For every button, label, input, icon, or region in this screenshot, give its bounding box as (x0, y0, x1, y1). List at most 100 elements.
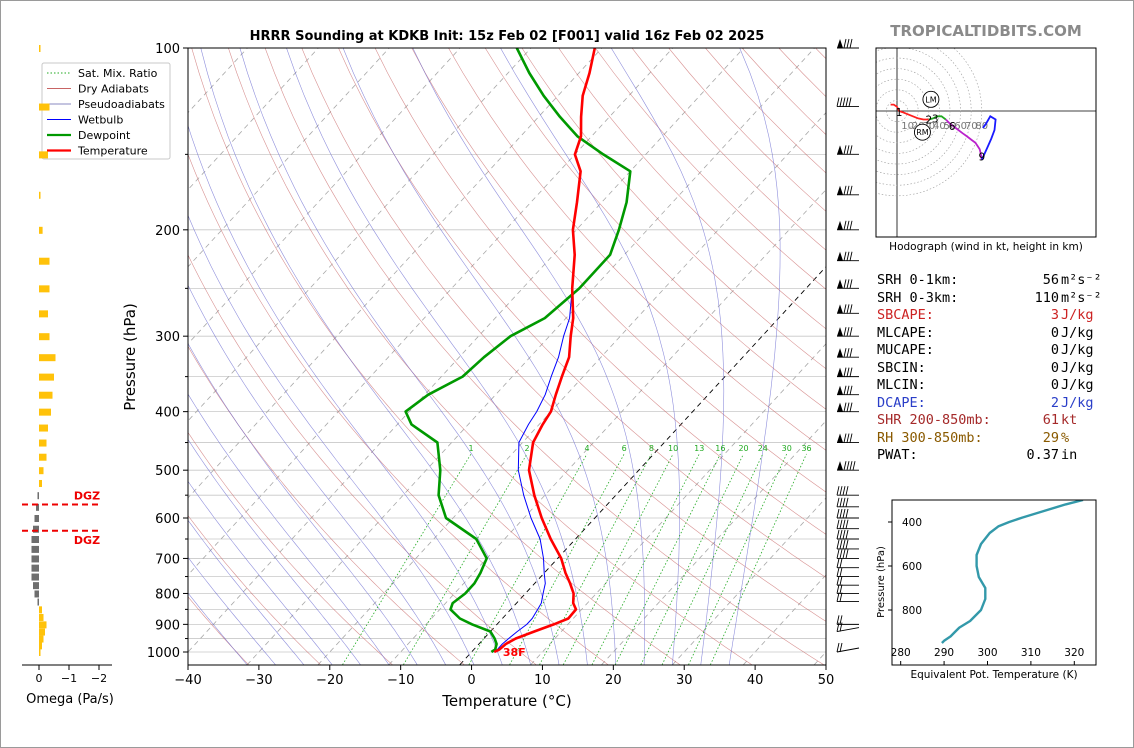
wind-barb-pennant (837, 367, 843, 377)
wind-barb-feather (836, 97, 840, 107)
pseudoadiabat-line (188, 556, 276, 665)
omega-bar (31, 535, 39, 543)
dry-adiabat-line (228, 48, 753, 665)
wind-barb-feather (846, 348, 850, 358)
wind-barb-feather (836, 558, 840, 568)
isotherm-line (188, 48, 744, 653)
legend-label: Sat. Mix. Ratio (78, 67, 158, 80)
pseudoadiabat-line (200, 48, 531, 665)
hodo-ring (876, 89, 919, 133)
brand-watermark: TROPICALTIDBITS.COM (890, 22, 1082, 40)
omega-bar (39, 373, 54, 381)
pseudoadiabat-line (188, 592, 248, 665)
index-value: 2 (1050, 394, 1059, 411)
pseudoadiabat-line (188, 214, 475, 665)
wind-barb-feather (849, 304, 853, 314)
wind-barb-feather (839, 497, 843, 507)
index-unit: m²s⁻² (1061, 272, 1102, 288)
index-unit: J/kg (1061, 394, 1094, 411)
wind-barb-feather (842, 529, 846, 540)
isotherm-line (246, 48, 815, 665)
wind-barb-feather (843, 304, 847, 314)
wind-barb-feather (843, 385, 847, 395)
index-label: SBCIN: (877, 359, 926, 376)
omega-bar (39, 613, 44, 621)
x-tick-label: 50 (818, 673, 835, 688)
index-row: SRH 0-3km: 110 m²s⁻² (877, 289, 1102, 308)
wind-barb-feather (836, 549, 840, 559)
mixing-ratio-line (614, 453, 721, 665)
omega-bar (34, 515, 39, 523)
omega-bar (31, 564, 39, 572)
wind-barb-feather (849, 348, 853, 358)
wind-barb (837, 251, 859, 262)
wind-barb-feather (839, 567, 843, 577)
isotherm-line (188, 48, 674, 576)
wind-barb-feather (843, 327, 847, 337)
pseudoadiabat-line (188, 438, 361, 665)
wind-barb (837, 279, 859, 289)
theta-e-line (941, 500, 1084, 644)
wind-barb-feather (836, 539, 840, 549)
wind-barb (836, 486, 859, 496)
wind-barb-feather (846, 220, 850, 230)
hodo-ring-label: 40 (933, 121, 946, 132)
dry-adiabat-line (374, 48, 826, 535)
wind-barb-feather (839, 615, 843, 625)
theta-x-tick-label: 320 (1064, 647, 1084, 659)
legend-label: Dry Adiabats (78, 83, 149, 96)
omega-bar (39, 479, 42, 487)
x-axis-label: Temperature (°C) (441, 692, 571, 710)
mixing-ratio-line (342, 453, 472, 665)
wind-barb-feather (849, 433, 853, 443)
index-label: MLCIN: (877, 377, 926, 393)
index-row: DCAPE: 2 J/kg (877, 395, 1097, 413)
index-label: SRH 0-1km: (877, 272, 959, 288)
wind-barb-feather (845, 486, 849, 496)
x-tick-label: 0 (467, 673, 475, 688)
index-unit: J/kg (1061, 324, 1094, 341)
wind-barb-feather (849, 38, 853, 49)
hodo-ring-label: 50 (944, 121, 957, 132)
temperature-series-line (493, 48, 597, 654)
wind-barb-feather (842, 486, 846, 496)
y-tick-label: 600 (155, 512, 180, 527)
hodo-height-label: 6 (949, 121, 956, 133)
mixing-ratio-line (591, 453, 700, 665)
hodo-segment-6-9km (945, 118, 983, 160)
wind-barb-pennant (837, 145, 843, 155)
index-unit: in (1061, 447, 1078, 463)
omega-bar (39, 45, 41, 52)
mixing-ratio-line (661, 453, 764, 665)
dry-adiabat-line (301, 48, 826, 622)
index-value: 0 (1050, 324, 1059, 341)
mixing-ratio-label: 30 (782, 444, 792, 453)
mixing-ratio-line (539, 453, 652, 665)
pseudoadiabat-line (188, 519, 305, 665)
wind-barb-feather (836, 576, 840, 586)
hodo-ring-label: 80 (975, 121, 988, 132)
legend-label: Temperature (77, 145, 148, 158)
x-tick-label: 30 (676, 673, 693, 688)
mixing-ratio-label: 16 (715, 444, 725, 453)
wind-barb-feather (843, 185, 847, 195)
wind-barb-feather (849, 461, 853, 471)
index-label: PWAT: (877, 447, 918, 463)
dry-adiabat-line (188, 254, 537, 665)
wind-barb (836, 539, 859, 550)
omega-bar (31, 573, 39, 581)
wind-barb-feather (839, 508, 843, 519)
hodo-ring (876, 57, 951, 165)
wind-barb-feather (843, 220, 847, 230)
hodo-height-label: 2 (925, 114, 932, 126)
wind-barb (836, 567, 859, 577)
index-value: 110 (1034, 289, 1059, 306)
dewpoint-series-line (404, 48, 632, 654)
x-tick-label: −30 (245, 673, 272, 688)
surface-temp-label: 38F (503, 646, 526, 659)
wind-barb-feather (846, 433, 850, 443)
hodograph-caption: Hodograph (wind in kt, height in km) (889, 241, 1083, 253)
omega-tick-label: −1 (61, 672, 77, 685)
omega-axis-label: Omega (Pa/s) (26, 692, 114, 707)
